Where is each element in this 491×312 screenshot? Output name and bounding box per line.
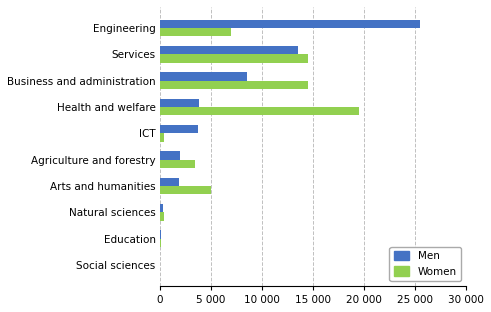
Bar [160, 54, 308, 63]
Bar [160, 46, 298, 54]
Bar [160, 151, 180, 160]
Bar [160, 81, 308, 89]
Bar [160, 99, 198, 107]
Bar [160, 186, 211, 194]
Bar [160, 230, 161, 239]
Bar [160, 125, 197, 133]
Bar [160, 239, 161, 247]
Legend: Men, Women: Men, Women [389, 247, 461, 281]
Bar [160, 212, 164, 221]
Bar [160, 28, 231, 37]
Bar [160, 20, 420, 28]
Bar [160, 204, 163, 212]
Bar [160, 72, 246, 81]
Bar [160, 133, 164, 142]
Bar [160, 160, 195, 168]
Bar [160, 178, 179, 186]
Bar [160, 107, 359, 115]
